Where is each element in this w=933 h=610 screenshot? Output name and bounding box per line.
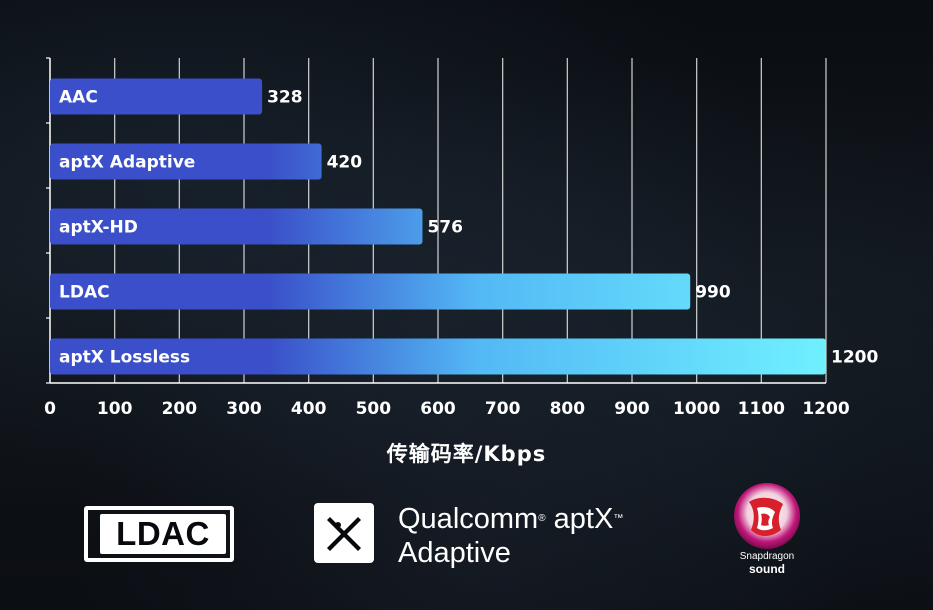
ldac-logo: LDAC [84,506,234,562]
x-tick-label: 1200 [802,399,849,419]
snapdragon-dragon-icon [734,483,800,549]
bar-category-label: LDAC [59,283,110,303]
sound-text: sound [749,562,785,576]
x-tick-label: 100 [97,399,133,419]
bar [50,78,263,115]
x-tick-label: 300 [226,399,262,419]
snapdragon-sound-logo: Snapdragon sound [710,551,824,575]
x-tick-label: 1100 [738,399,785,419]
qualcomm-brand: Qualcomm [398,503,539,535]
bar [50,208,423,245]
x-tick-label: 500 [356,399,392,419]
bar-value-label: 990 [695,283,731,303]
x-tick-label: 200 [162,399,198,419]
x-tick-label: 600 [420,399,456,419]
x-tick-label: 800 [550,399,586,419]
bar-category-label: aptX-HD [59,218,138,238]
bar-value-label: 1200 [831,348,878,368]
bar-category-label: aptX Lossless [59,348,190,368]
snapdragon-text: Snapdragon [739,551,795,562]
bar [50,143,322,180]
aptx-brand: aptX [553,503,614,535]
ldac-logo-text: LDAC [100,514,226,554]
x-tick-label: 0 [44,399,56,419]
x-tick-label: 400 [291,399,327,419]
x-tick-label: 900 [614,399,650,419]
bar-value-label: 420 [327,153,363,173]
bar-category-label: aptX Adaptive [59,153,195,173]
qualcomm-aptx-adaptive-logo: Qualcomm® aptX™ Adaptive [398,503,624,569]
bar-category-label: AAC [59,88,98,108]
adaptive-text: Adaptive [398,537,511,569]
bar [50,338,826,375]
x-axis-label: 传输码率/Kbps [386,442,547,466]
aptx-x-icon [314,503,374,563]
bar-value-label: 576 [427,218,463,238]
bar [50,273,691,310]
x-tick-label: 1000 [673,399,720,419]
x-tick-label: 700 [485,399,521,419]
bitrate-bar-chart: AAC 328 aptX Adaptive 420 aptX-HD 576 LDAC 990 a… [44,57,878,419]
bar-value-label: 328 [267,88,303,108]
